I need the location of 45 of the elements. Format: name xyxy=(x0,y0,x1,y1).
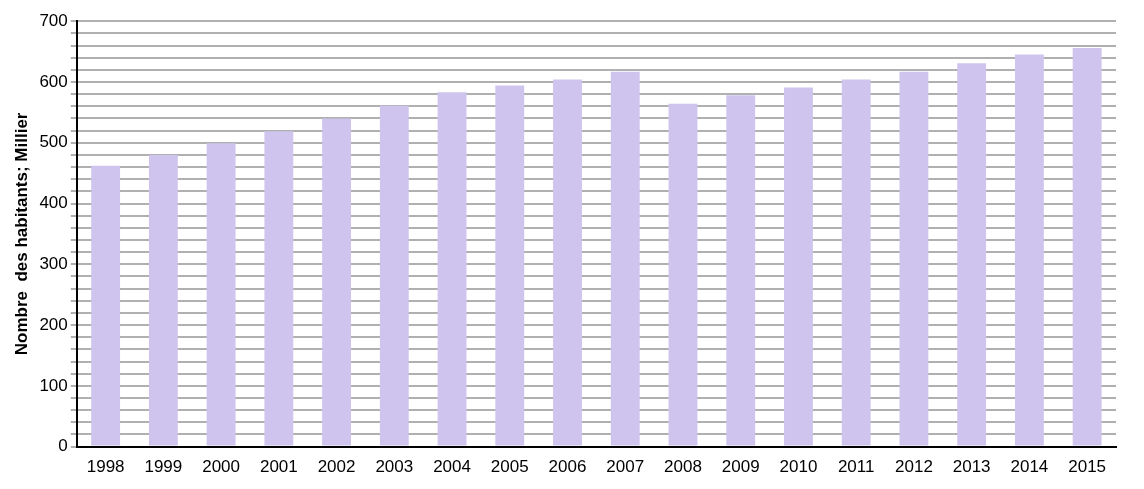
x-tick-label: 2000 xyxy=(202,457,241,477)
bar xyxy=(899,71,929,446)
x-tick-label: 1998 xyxy=(86,457,125,477)
x-tick-label: 2009 xyxy=(721,457,760,477)
bar xyxy=(206,143,236,446)
y-tick-label: 100 xyxy=(39,375,68,395)
bar xyxy=(610,71,640,446)
bar xyxy=(91,165,121,446)
y-tick-label: 200 xyxy=(39,314,68,334)
x-tick-label: 2012 xyxy=(895,457,933,477)
bar xyxy=(668,103,698,446)
x-tick-label: 2005 xyxy=(490,457,529,477)
bar xyxy=(957,63,987,446)
x-tick-label: 2006 xyxy=(548,457,587,477)
x-tick-label: 1999 xyxy=(144,457,183,477)
y-tick-label: 400 xyxy=(39,193,68,213)
y-tick-label: 700 xyxy=(39,10,68,30)
x-tick-label: 2002 xyxy=(317,457,356,477)
bar xyxy=(379,105,409,446)
y-tick-label: 500 xyxy=(39,132,68,152)
bar xyxy=(1072,47,1102,446)
bar xyxy=(148,154,178,446)
x-tick-label: 2007 xyxy=(606,457,645,477)
y-tick-label: 0 xyxy=(58,436,68,456)
x-tick-label: 2003 xyxy=(375,457,414,477)
x-tick-label: 2015 xyxy=(1068,457,1107,477)
x-tick-label: 2008 xyxy=(664,457,702,477)
bar xyxy=(495,85,525,446)
x-tick-label: 2001 xyxy=(259,457,298,477)
y-tick-label: 600 xyxy=(39,71,68,91)
y-axis-title: Nombre des habitants; Millier xyxy=(11,112,31,356)
x-tick-label: 2011 xyxy=(837,457,875,477)
x-tick-label: 2010 xyxy=(779,457,818,477)
x-tick-label: 2004 xyxy=(433,457,471,477)
bar xyxy=(264,131,294,446)
x-tick-label: 2013 xyxy=(952,457,991,477)
y-tick-label: 300 xyxy=(39,253,68,273)
bar xyxy=(437,92,467,446)
bar xyxy=(726,95,756,446)
bar xyxy=(322,118,352,446)
bar xyxy=(784,87,813,446)
bar xyxy=(841,79,871,446)
x-tick-label: 2014 xyxy=(1010,457,1049,477)
bar xyxy=(1014,54,1044,446)
bar xyxy=(553,79,582,446)
